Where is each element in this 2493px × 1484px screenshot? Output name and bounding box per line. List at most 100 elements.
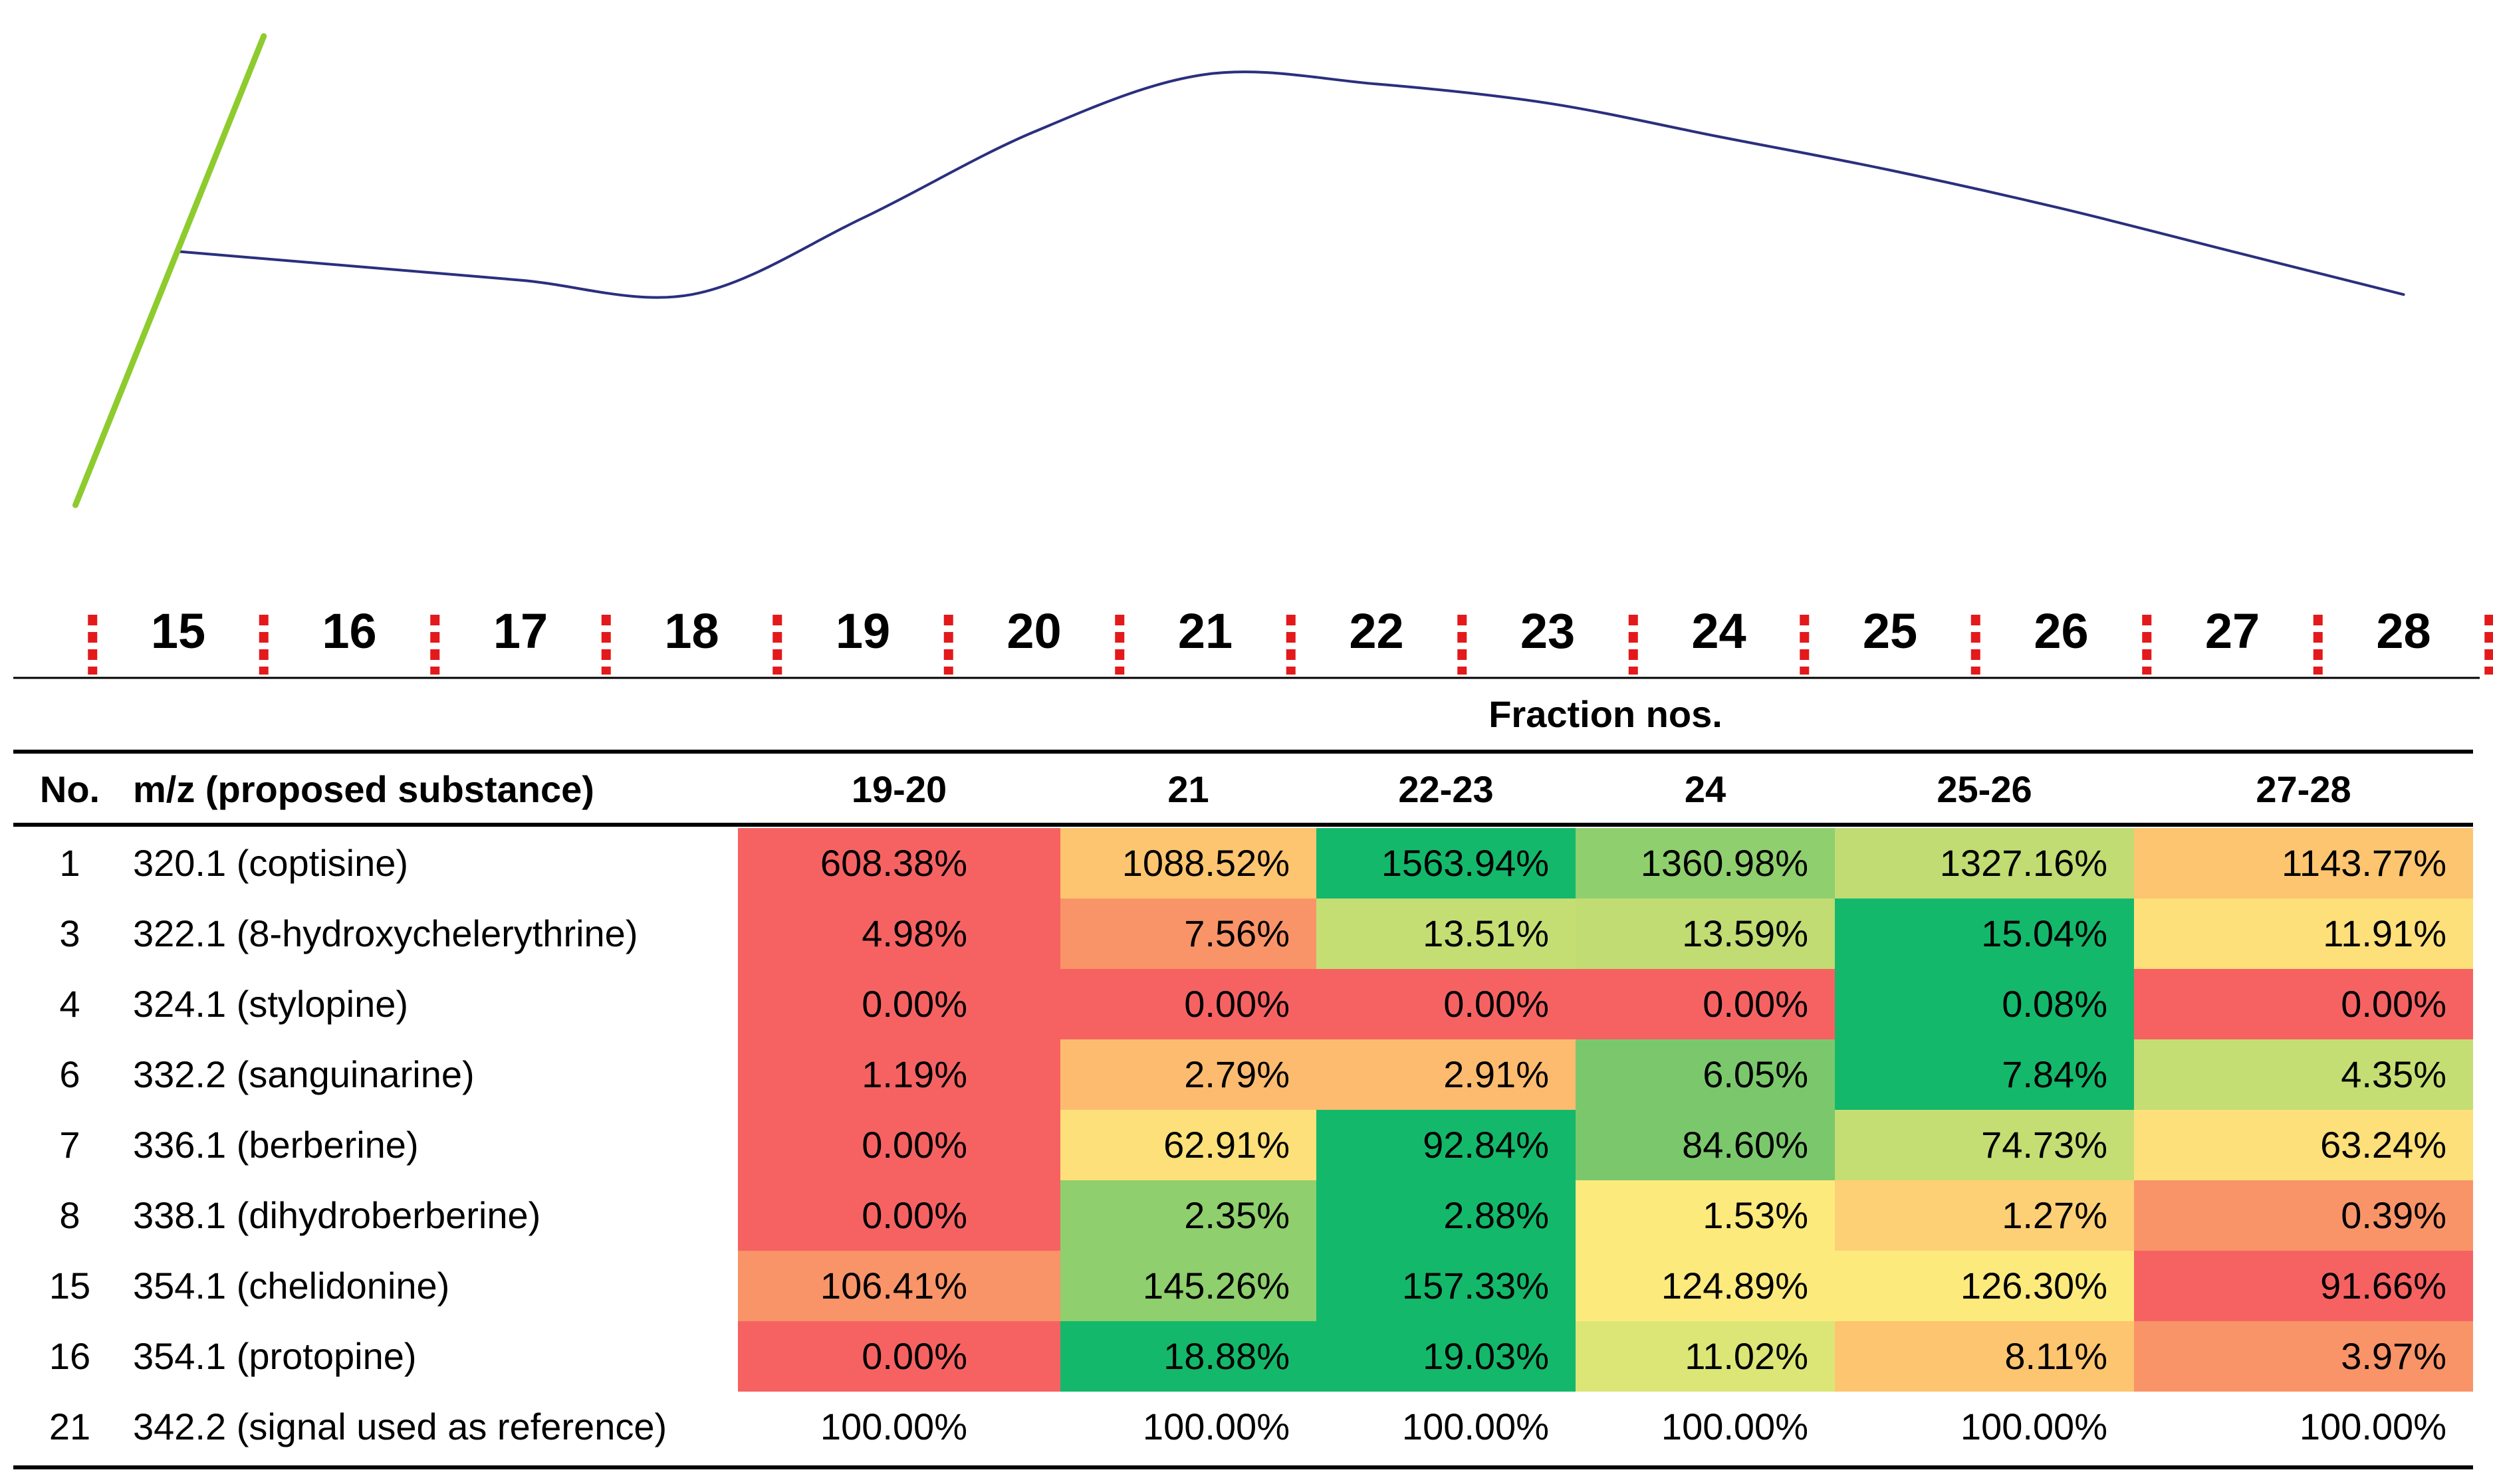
x-tick-label: 26 bbox=[2034, 603, 2088, 659]
series-line-0 bbox=[177, 70, 2405, 299]
x-tick-label: 23 bbox=[1520, 603, 1575, 659]
heat-cell: 0.39% bbox=[2134, 1180, 2473, 1251]
heat-cell: 19.03% bbox=[1316, 1321, 1576, 1392]
heat-cell: 126.30% bbox=[1835, 1251, 2134, 1321]
row-substance-cell: 338.1 (dihydroberberine) bbox=[133, 1194, 541, 1236]
table-bottom-rule bbox=[13, 1465, 2473, 1469]
heat-cell: 6.05% bbox=[1576, 1039, 1835, 1110]
heat-cell: 100.00% bbox=[738, 1392, 1060, 1462]
row-substance-cell: 332.2 (sanguinarine) bbox=[133, 1053, 475, 1095]
heat-cell: 2.91% bbox=[1316, 1039, 1576, 1110]
heat-cell: 0.00% bbox=[1576, 969, 1835, 1039]
heat-cell: 1327.16% bbox=[1835, 828, 2134, 899]
heat-cell: 0.00% bbox=[738, 1180, 1060, 1251]
heat-cell: 145.26% bbox=[1060, 1251, 1316, 1321]
column-header-no: No. bbox=[39, 768, 100, 810]
heat-cell: 1.53% bbox=[1576, 1180, 1835, 1251]
heat-cell: 608.38% bbox=[738, 828, 1060, 899]
heat-cell: 0.00% bbox=[738, 969, 1060, 1039]
x-tick-label: 17 bbox=[493, 603, 548, 659]
heat-cell: 1.19% bbox=[738, 1039, 1060, 1110]
table-top-rule bbox=[13, 750, 2473, 754]
series-line-1 bbox=[72, 33, 267, 508]
heat-cell: 100.00% bbox=[1576, 1392, 1835, 1462]
x-tick-label: 18 bbox=[664, 603, 719, 659]
row-substance-cell: 320.1 (coptisine) bbox=[133, 842, 409, 884]
chromatogram-chart: 15 16 17 18 19 20 21 22 23 24 25 26 27 28 bbox=[13, 33, 2493, 679]
column-header-fraction: 25-26 bbox=[1937, 768, 2032, 810]
heat-cell: 1088.52% bbox=[1060, 828, 1316, 899]
heat-cell: 100.00% bbox=[1316, 1392, 1576, 1462]
heat-cell: 4.35% bbox=[2134, 1039, 2473, 1110]
heat-cell: 84.60% bbox=[1576, 1110, 1835, 1180]
heat-cell: 8.11% bbox=[1835, 1321, 2134, 1392]
x-tick-label: 15 bbox=[151, 603, 205, 659]
heat-cell: 18.88% bbox=[1060, 1321, 1316, 1392]
heat-cell: 0.00% bbox=[738, 1110, 1060, 1180]
heat-cell: 1.27% bbox=[1835, 1180, 2134, 1251]
heat-cell: 0.00% bbox=[1060, 969, 1316, 1039]
x-tick-label: 24 bbox=[1691, 603, 1746, 659]
row-no-cell: 3 bbox=[59, 912, 80, 954]
row-no-cell: 4 bbox=[59, 983, 80, 1025]
heat-cell: 0.00% bbox=[2134, 969, 2473, 1039]
x-tick-label: 22 bbox=[1349, 603, 1403, 659]
heat-cell: 7.84% bbox=[1835, 1039, 2134, 1110]
column-header-fraction: 21 bbox=[1167, 768, 1209, 810]
heat-cell: 4.98% bbox=[738, 899, 1060, 969]
x-tick-label: 21 bbox=[1178, 603, 1233, 659]
heat-cell: 11.02% bbox=[1576, 1321, 1835, 1392]
table-header-rule bbox=[13, 823, 2473, 827]
column-header-mz: m/z (proposed substance) bbox=[133, 768, 594, 810]
x-tick-label: 16 bbox=[322, 603, 376, 659]
heat-cell: 2.35% bbox=[1060, 1180, 1316, 1251]
heat-cell: 92.84% bbox=[1316, 1110, 1576, 1180]
row-no-cell: 1 bbox=[59, 842, 80, 884]
heat-cell: 62.91% bbox=[1060, 1110, 1316, 1180]
heat-cell: 91.66% bbox=[2134, 1251, 2473, 1321]
row-substance-cell: 322.1 (8-hydroxychelerythrine) bbox=[133, 912, 638, 954]
row-no-cell: 15 bbox=[49, 1265, 91, 1307]
x-tick-label: 28 bbox=[2376, 603, 2431, 659]
heat-cell: 0.00% bbox=[1316, 969, 1576, 1039]
heat-cell: 124.89% bbox=[1576, 1251, 1835, 1321]
row-no-cell: 21 bbox=[49, 1406, 91, 1447]
heat-cell: 11.91% bbox=[2134, 899, 2473, 969]
heat-cell: 157.33% bbox=[1316, 1251, 1576, 1321]
row-substance-cell: 324.1 (stylopine) bbox=[133, 983, 409, 1025]
heat-cell: 0.00% bbox=[738, 1321, 1060, 1392]
column-header-fraction: 24 bbox=[1684, 768, 1726, 810]
x-tick-label: 25 bbox=[1863, 603, 1917, 659]
row-substance-cell: 354.1 (chelidonine) bbox=[133, 1265, 450, 1307]
heat-cell: 7.56% bbox=[1060, 899, 1316, 969]
x-tick-label: 19 bbox=[836, 603, 890, 659]
heat-cell: 13.59% bbox=[1576, 899, 1835, 969]
heat-cell: 63.24% bbox=[2134, 1110, 2473, 1180]
row-substance-cell: 354.1 (protopine) bbox=[133, 1335, 417, 1377]
fraction-nos-header: Fraction nos. bbox=[1488, 693, 1722, 735]
heat-cell: 3.97% bbox=[2134, 1321, 2473, 1392]
row-no-cell: 6 bbox=[59, 1053, 80, 1095]
heat-cell: 100.00% bbox=[2134, 1392, 2473, 1462]
heat-cell: 15.04% bbox=[1835, 899, 2134, 969]
x-tick-label: 27 bbox=[2205, 603, 2260, 659]
heat-cell: 1143.77% bbox=[2134, 828, 2473, 899]
heat-cell: 100.00% bbox=[1060, 1392, 1316, 1462]
row-substance-cell: 336.1 (berberine) bbox=[133, 1124, 419, 1166]
column-header-fraction: 19-20 bbox=[851, 768, 947, 810]
column-header-fraction: 22-23 bbox=[1398, 768, 1494, 810]
x-tick-label: 20 bbox=[1007, 603, 1061, 659]
row-no-cell: 8 bbox=[59, 1194, 80, 1236]
heat-cell: 2.79% bbox=[1060, 1039, 1316, 1110]
heat-cell: 13.51% bbox=[1316, 899, 1576, 969]
row-no-cell: 16 bbox=[49, 1335, 91, 1377]
heat-cell: 106.41% bbox=[738, 1251, 1060, 1321]
heat-cell: 74.73% bbox=[1835, 1110, 2134, 1180]
row-substance-cell: 342.2 (signal used as reference) bbox=[133, 1406, 667, 1447]
heat-cell: 1563.94% bbox=[1316, 828, 1576, 899]
heat-cell: 0.08% bbox=[1835, 969, 2134, 1039]
heat-cell: 100.00% bbox=[1835, 1392, 2134, 1462]
heat-cell: 1360.98% bbox=[1576, 828, 1835, 899]
column-header-fraction: 27-28 bbox=[2256, 768, 2351, 810]
